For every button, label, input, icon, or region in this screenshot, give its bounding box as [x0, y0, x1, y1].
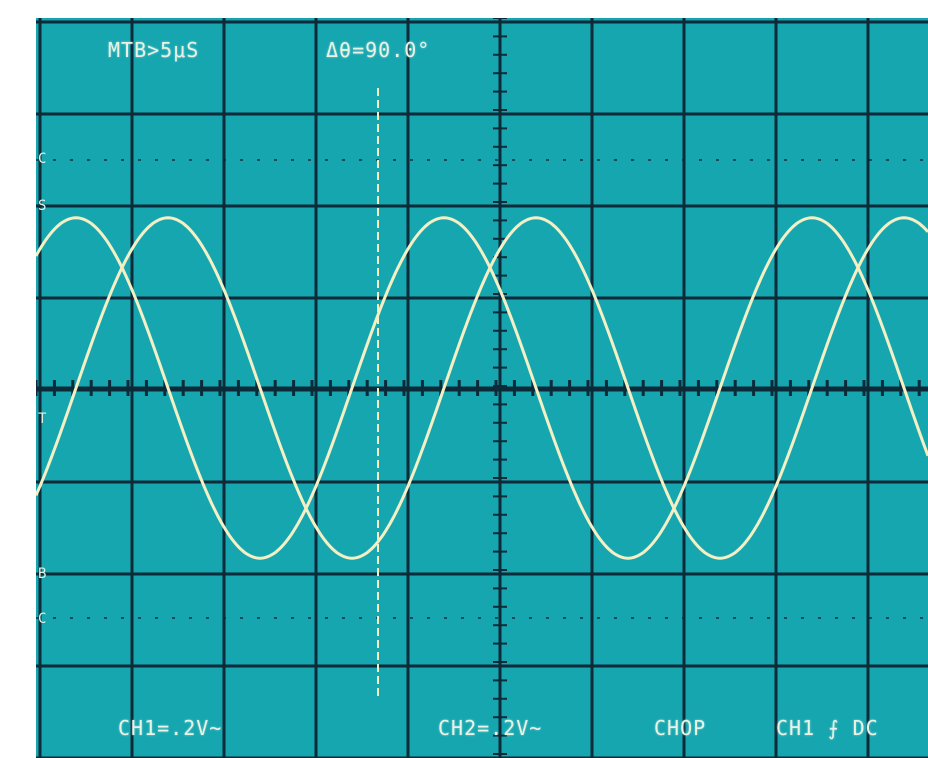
level-marker-upper: C [38, 151, 46, 167]
level-marker-bottom: C [38, 611, 46, 627]
oscilloscope-screen: MTB>5μS Δθ=90.0° CH1=.2V~ CH2=.2V~ CHOP … [36, 18, 928, 758]
graticule-grid [36, 18, 928, 758]
level-marker-ref: S [38, 198, 46, 214]
oscilloscope-display [36, 18, 928, 758]
ch1-settings-readout: CH1=.2V~ [118, 716, 222, 740]
level-marker-lower: B [38, 566, 46, 582]
level-marker-mid: T [38, 411, 46, 427]
phase-readout: Δθ=90.0° [326, 38, 430, 62]
ch2-settings-readout: CH2=.2V~ [438, 716, 542, 740]
timebase-readout: MTB>5μS [108, 38, 199, 62]
trigger-settings-readout: CH1 ⨍ DC [776, 716, 879, 740]
display-mode-readout: CHOP [654, 716, 706, 740]
